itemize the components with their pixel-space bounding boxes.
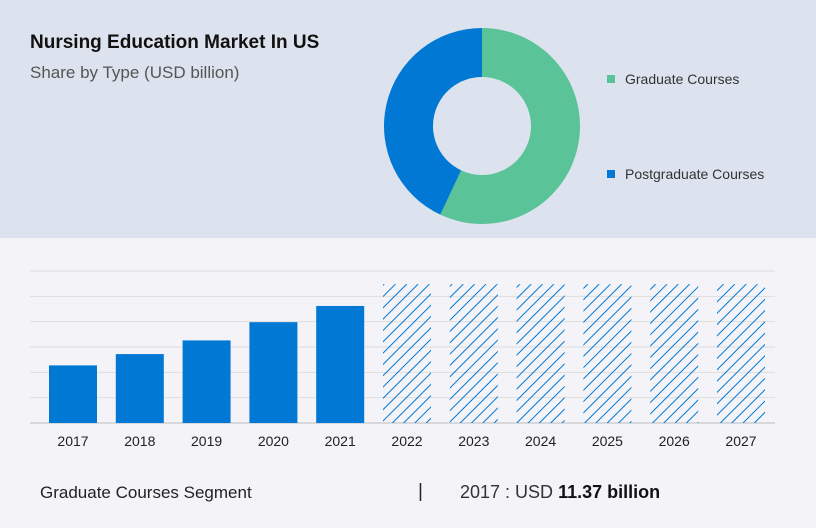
x-tick-label: 2022 — [391, 433, 422, 449]
forecast-bar-2024 — [516, 284, 565, 423]
forecast-bar-2023 — [449, 284, 498, 423]
bar-2018 — [115, 354, 164, 423]
bar-chart — [49, 284, 765, 423]
legend-item-graduate: Graduate Courses — [607, 71, 739, 87]
donut-chart — [383, 27, 580, 224]
x-tick-label: 2023 — [458, 433, 489, 449]
x-tick-label: 2021 — [325, 433, 356, 449]
footer-value: 2017 : USD 11.37 billion — [460, 482, 660, 503]
footer-segment-label: Graduate Courses Segment — [40, 483, 252, 502]
x-tick-label: 2024 — [525, 433, 556, 449]
x-tick-label: 2025 — [592, 433, 623, 449]
legend-item-postgraduate: Postgraduate Courses — [607, 166, 764, 182]
chart-subtitle: Share by Type (USD billion) — [30, 63, 240, 82]
legend-label-graduate: Graduate Courses — [625, 71, 740, 87]
footer-value-amount: 11.37 billion — [558, 482, 661, 502]
forecast-bar-2025 — [583, 284, 632, 423]
bar-2017 — [49, 365, 97, 423]
chart-title: Nursing Education Market In US — [30, 32, 320, 53]
footer-separator: | — [418, 481, 423, 502]
bar-2020 — [249, 322, 298, 423]
x-axis-labels: 2017 2018 2019 2020 2021 2022 2023 2024 2025 2026… — [57, 433, 756, 449]
forecast-bar-2022 — [383, 284, 431, 423]
x-tick-label: 2020 — [258, 433, 289, 449]
x-tick-label: 2017 — [57, 433, 88, 449]
donut-slice-graduate — [440, 28, 580, 224]
bar-2021 — [316, 305, 365, 423]
legend-label-postgraduate: Postgraduate Courses — [625, 166, 765, 182]
forecast-bar-2026 — [650, 284, 699, 423]
x-tick-label: 2019 — [191, 433, 222, 449]
footer-year-prefix: 2017 : USD — [460, 482, 559, 502]
forecast-bar-2027 — [717, 284, 765, 423]
legend-swatch-postgraduate — [607, 170, 615, 178]
bar-2019 — [182, 340, 231, 423]
legend-swatch-graduate — [607, 75, 615, 83]
x-tick-label: 2027 — [725, 433, 756, 449]
x-tick-label: 2026 — [659, 433, 690, 449]
x-tick-label: 2018 — [124, 433, 155, 449]
donut-slice-postgraduate — [383, 27, 482, 215]
